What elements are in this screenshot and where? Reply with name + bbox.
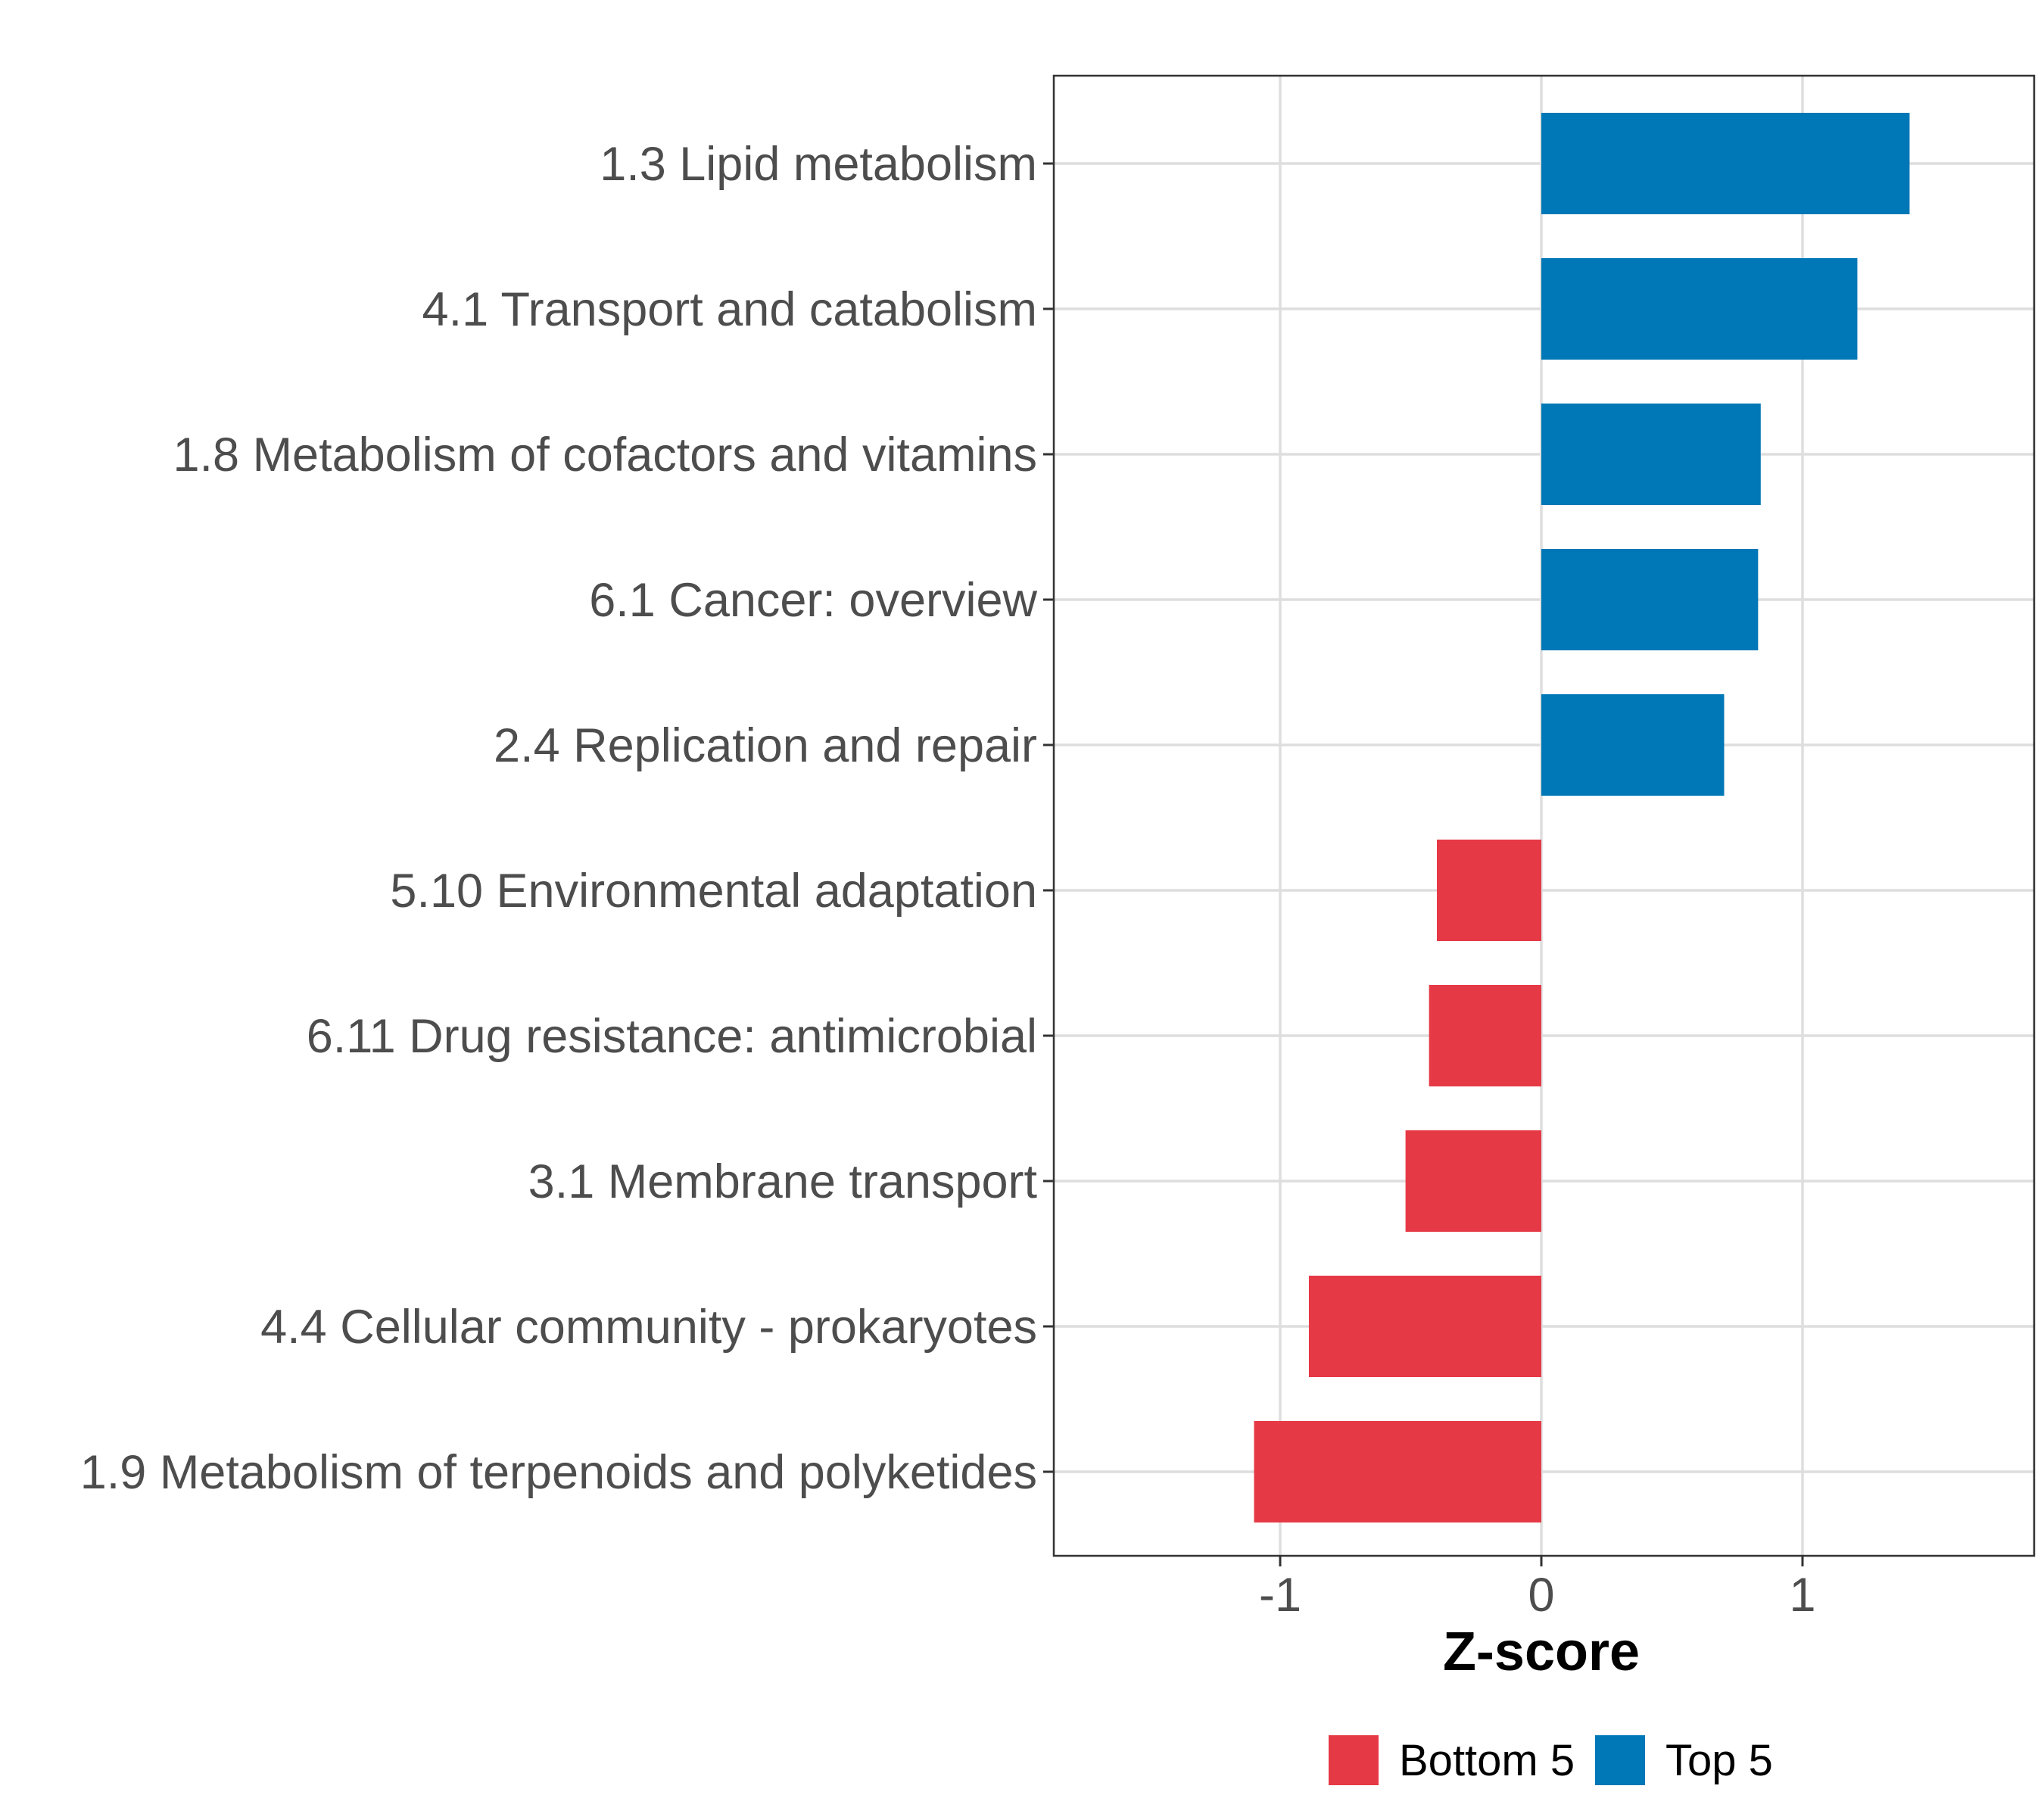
x-axis-title: Z-score: [1443, 1622, 1640, 1682]
bar: [1437, 840, 1541, 941]
x-tick-label: 1: [1789, 1569, 1815, 1622]
legend: Bottom 5 Top 5: [1329, 1735, 1773, 1785]
category-label: 1.8 Metabolism of cofactors and vitamins: [173, 429, 1037, 482]
legend-label: Bottom 5: [1399, 1736, 1575, 1785]
bars: [1254, 113, 1910, 1522]
y-axis-ticks: [1043, 162, 1054, 1473]
x-tick-label: 0: [1528, 1569, 1554, 1622]
category-label: 4.1 Transport and catabolism: [422, 283, 1037, 336]
category-label: 1.3 Lipid metabolism: [600, 138, 1037, 191]
bar: [1541, 404, 1761, 505]
bar: [1541, 113, 1910, 214]
legend-label: Top 5: [1665, 1736, 1773, 1785]
bar: [1429, 985, 1541, 1086]
bar: [1308, 1276, 1541, 1377]
category-label: 1.9 Metabolism of terpenoids and polyket…: [80, 1446, 1037, 1499]
category-label: 5.10 Environmental adaptation: [390, 865, 1037, 918]
bar: [1254, 1421, 1541, 1522]
bar: [1541, 258, 1858, 360]
legend-key: [1329, 1735, 1379, 1785]
category-label: 4.4 Cellular community - prokaryotes: [260, 1301, 1037, 1354]
category-label: 6.11 Drug resistance: antimicrobial: [307, 1010, 1037, 1063]
y-axis-labels: 1.3 Lipid metabolism 4.1 Transport and ca…: [80, 138, 1038, 1499]
x-axis-ticks: [1279, 1556, 1804, 1566]
x-axis-labels: -1 0 1: [1259, 1569, 1816, 1622]
category-label: 6.1 Cancer: overview: [589, 574, 1037, 627]
legend-key: [1595, 1735, 1645, 1785]
x-tick-label: -1: [1259, 1569, 1301, 1622]
bar: [1541, 549, 1759, 650]
bar: [1541, 694, 1725, 796]
panel-border: [1052, 74, 2036, 1557]
category-label: 2.4 Replication and repair: [494, 719, 1037, 772]
bar: [1405, 1130, 1541, 1232]
category-label: 3.1 Membrane transport: [528, 1155, 1038, 1208]
